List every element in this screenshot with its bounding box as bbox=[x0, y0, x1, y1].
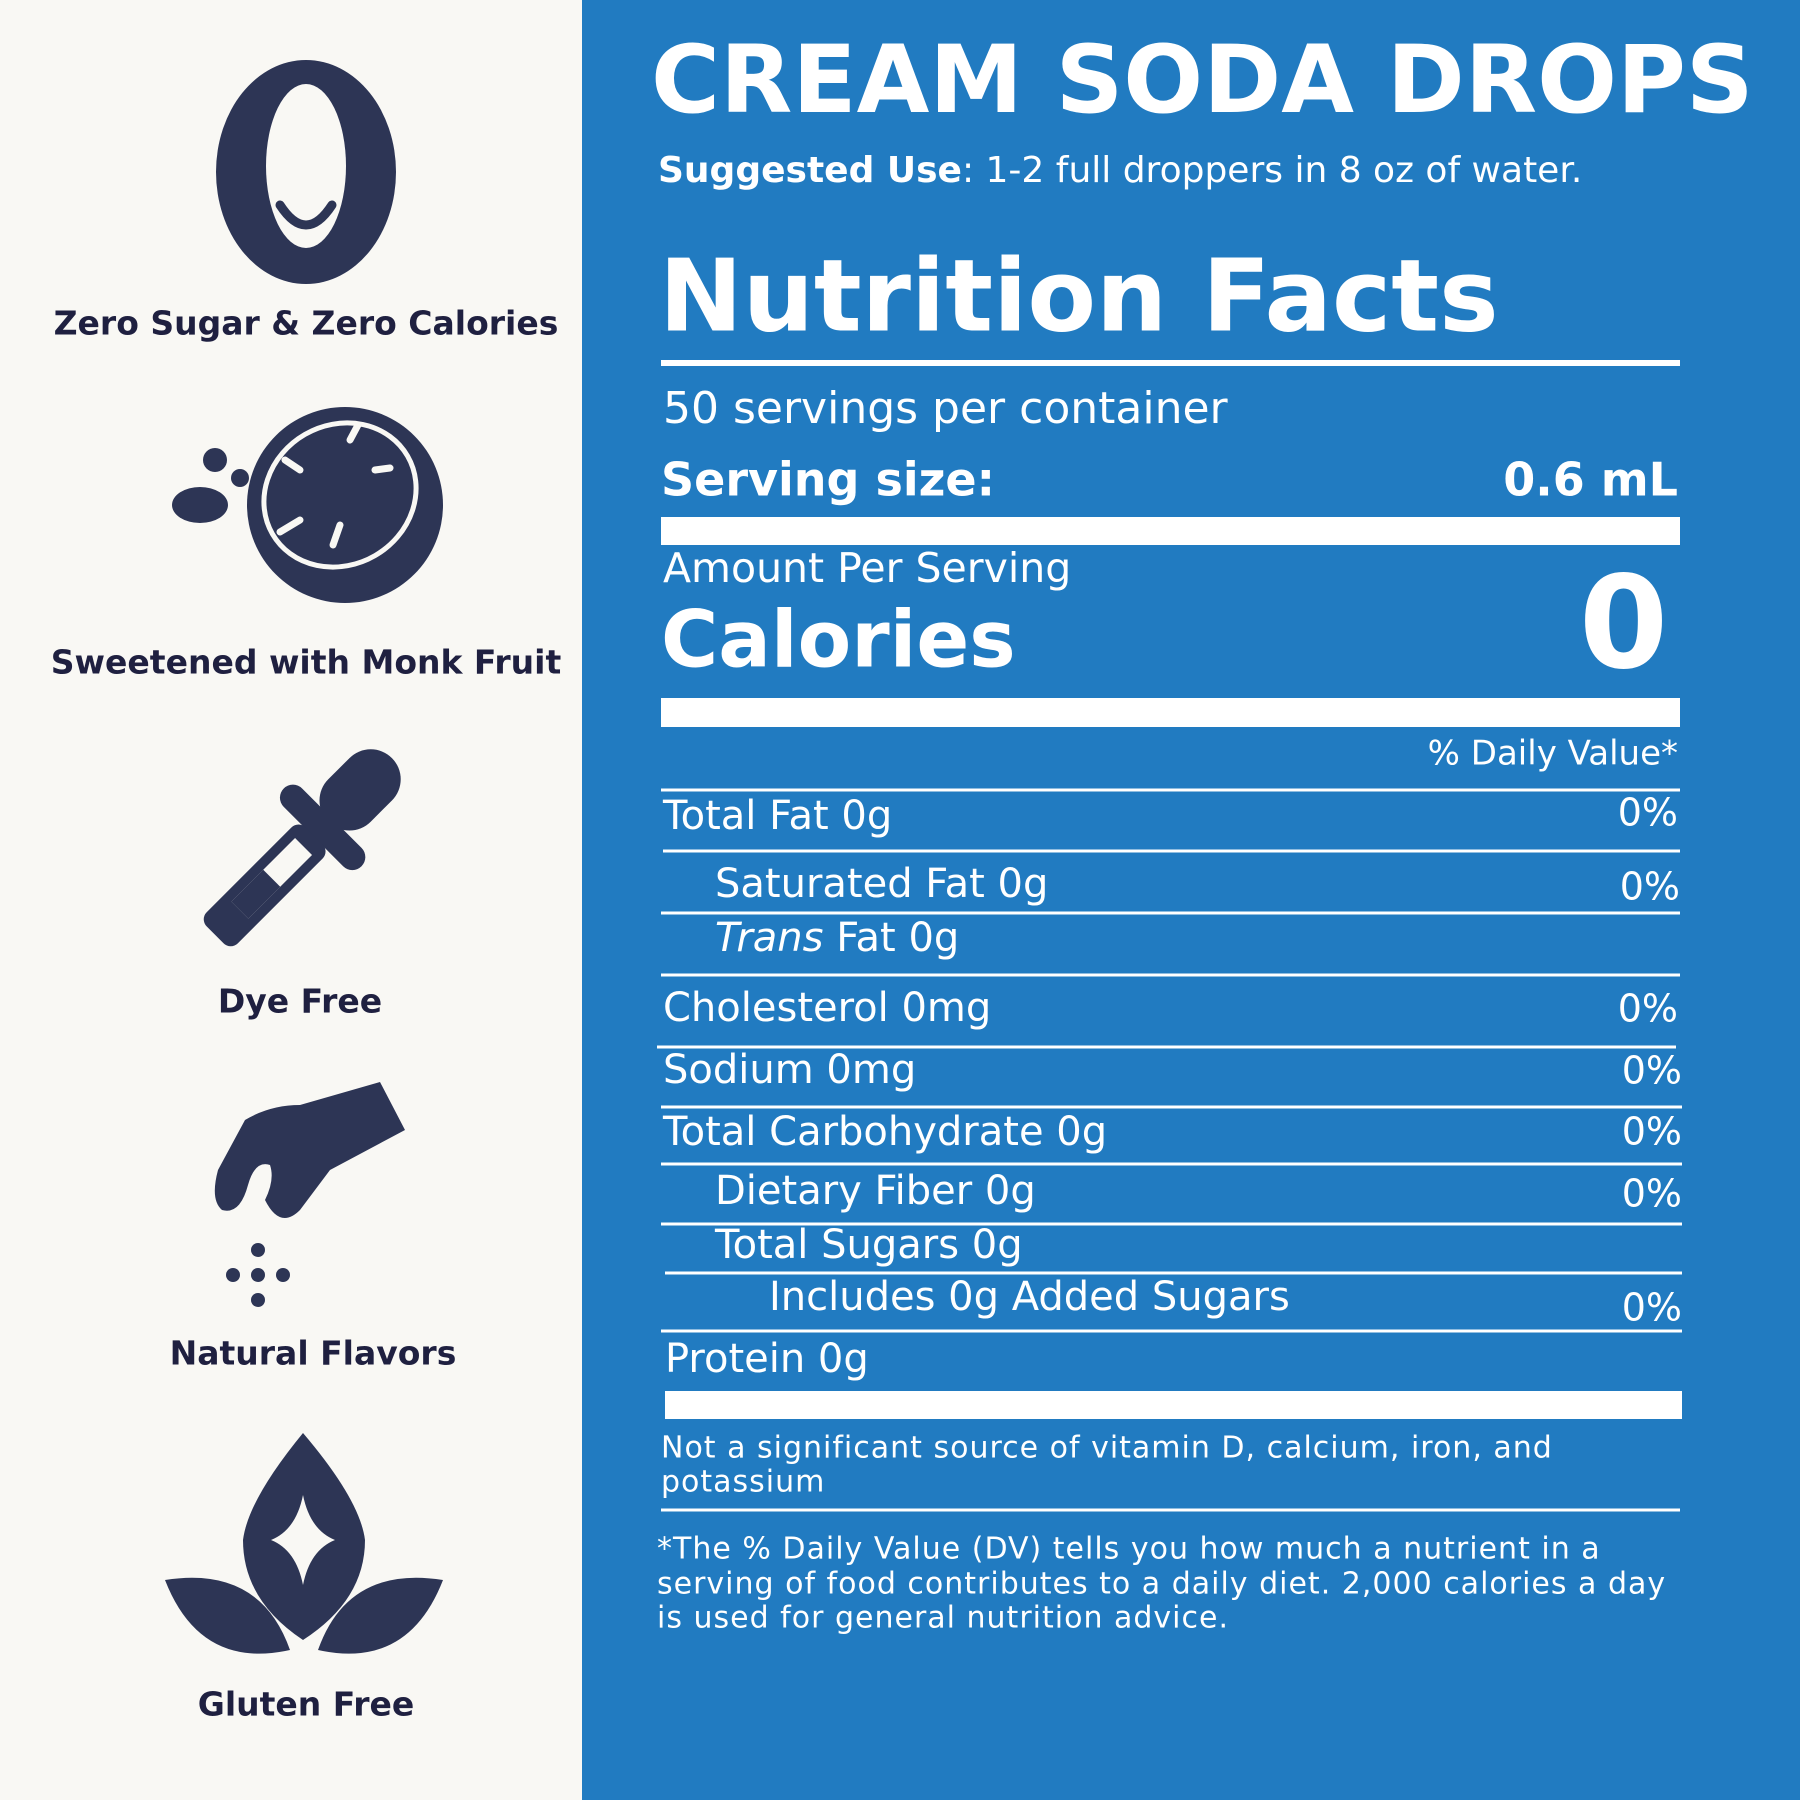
feature-label: Zero Sugar & Zero Calories bbox=[54, 304, 559, 343]
amount-per-serving: Amount Per Serving bbox=[663, 544, 1071, 592]
feature-label: Sweetened with Monk Fruit bbox=[51, 643, 562, 682]
not-significant: potassium bbox=[661, 1465, 825, 1500]
nutrient-dv: 0% bbox=[1622, 1172, 1682, 1216]
servings: 50 servings per container bbox=[663, 383, 1229, 434]
suggested-use-label: Suggested Use bbox=[658, 150, 962, 191]
dropper-icon bbox=[203, 749, 401, 947]
nutrient-dv: 0% bbox=[1622, 1286, 1682, 1330]
footnote: is used for general nutrition advice. bbox=[657, 1601, 1229, 1636]
thick-bar bbox=[665, 1391, 1682, 1419]
nutrient-label: Trans Fat 0g bbox=[715, 915, 959, 961]
nutrition-heading: Nutrition Facts bbox=[659, 237, 1499, 354]
nutrient-label: Protein 0g bbox=[665, 1336, 869, 1382]
nutrient-label: Sodium 0mg bbox=[663, 1047, 916, 1093]
nutrient-label: Total Fat 0g bbox=[662, 793, 892, 839]
nutrient-dv: 0% bbox=[1622, 1110, 1682, 1154]
serving-size-value: 0.6 mL bbox=[1503, 453, 1678, 507]
nutrient-label: Includes 0g Added Sugars bbox=[769, 1274, 1290, 1320]
nutrient-label: Saturated Fat 0g bbox=[715, 861, 1048, 907]
label-rest: Fat 0g bbox=[836, 915, 959, 961]
thick-bar bbox=[661, 698, 1680, 727]
title: CREAM SODA DROPS bbox=[651, 26, 1754, 135]
nutrient-dv: 0% bbox=[1622, 1049, 1682, 1093]
leaf-icon bbox=[165, 1433, 443, 1654]
feature-label: Natural Flavors bbox=[170, 1334, 457, 1373]
flavor-icon bbox=[214, 1082, 405, 1307]
dv-header: % Daily Value* bbox=[1428, 734, 1678, 774]
nutrient-label: Cholesterol 0mg bbox=[663, 985, 991, 1031]
calories-value: 0 bbox=[1579, 549, 1668, 698]
nutrient-dv: 0% bbox=[1618, 791, 1678, 835]
right-panel bbox=[582, 0, 1800, 1800]
italic-label: Trans bbox=[715, 915, 823, 961]
nutrient-label: Total Carbohydrate 0g bbox=[662, 1109, 1107, 1155]
suggested-use-text: : 1-2 full droppers in 8 oz of water. bbox=[962, 150, 1582, 191]
not-significant: Not a significant source of vitamin D, c… bbox=[661, 1431, 1553, 1466]
footnote: serving of food contributes to a daily d… bbox=[657, 1567, 1666, 1602]
nutrient-label: Total Sugars 0g bbox=[714, 1222, 1023, 1268]
nutrient-dv: 0% bbox=[1620, 865, 1680, 909]
footnote: *The % Daily Value (DV) tells you how mu… bbox=[657, 1532, 1601, 1567]
nutrient-dv: 0% bbox=[1618, 987, 1678, 1031]
serving-size-label: Serving size: bbox=[661, 453, 995, 507]
nutrient-label: Dietary Fiber 0g bbox=[715, 1168, 1036, 1214]
calories-label: Calories bbox=[661, 595, 1016, 685]
feature-label: Dye Free bbox=[218, 982, 382, 1021]
thick-bar bbox=[661, 517, 1680, 545]
fruit-icon bbox=[172, 407, 443, 619]
suggested-use: Suggested Use: 1-2 full droppers in 8 oz… bbox=[658, 150, 1582, 191]
feature-label: Gluten Free bbox=[198, 1685, 415, 1724]
zero-icon bbox=[216, 60, 396, 284]
rule bbox=[661, 360, 1680, 366]
